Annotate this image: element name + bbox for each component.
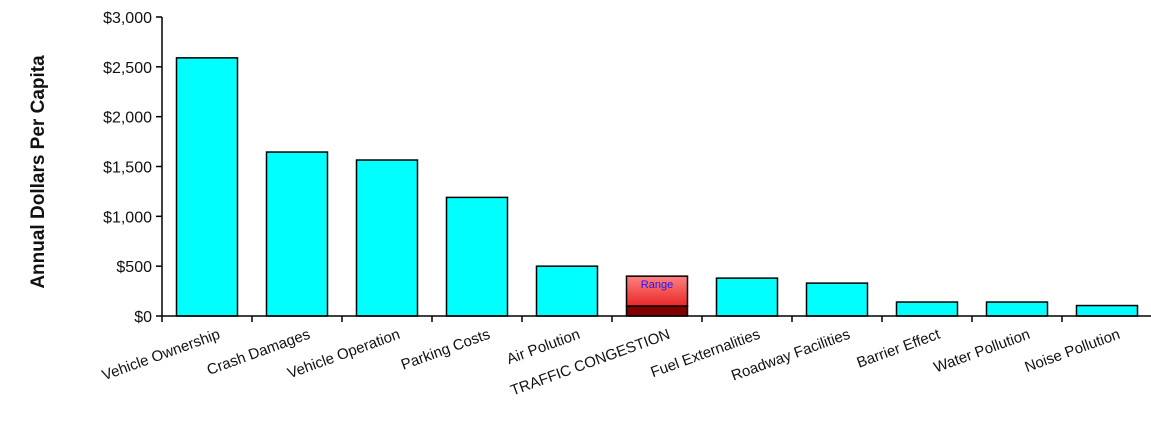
- bar-vehicle-operation: [355, 159, 419, 317]
- bar-air-polution: [535, 265, 599, 317]
- bar-water-pollution: [985, 301, 1049, 317]
- x-tick-label: Noise Pollution: [1023, 326, 1123, 376]
- y-tick-label: $3,000: [103, 10, 152, 27]
- x-tick-label: Parking Costs: [399, 326, 493, 374]
- x-tick-label: Vehicle Ownership: [100, 326, 223, 384]
- range-label: Range: [641, 279, 673, 291]
- x-tick-label: Barrier Effect: [855, 326, 944, 372]
- y-tick-label: $500: [116, 259, 152, 276]
- y-axis-ticks: $0 $500 $1,000 $1,500 $2,000 $2,500 $3,000: [103, 10, 162, 326]
- bar-roadway-facilities: [805, 282, 869, 317]
- bars-group: Range: [175, 57, 1139, 317]
- bar-traffic-congestion-base: [625, 305, 689, 317]
- y-tick-label: $1,500: [103, 160, 152, 177]
- bar-noise-pollution: [1075, 304, 1139, 317]
- bar-fuel-externalities: [715, 277, 779, 317]
- bar-crash-damages: [265, 151, 329, 317]
- y-tick-label: $1,000: [103, 209, 152, 226]
- bar-parking-costs: [445, 196, 509, 317]
- bar-vehicle-ownership: [175, 57, 239, 317]
- bar-barrier-effect: [895, 301, 959, 317]
- x-tick-label: TRAFFIC CONGESTION: [508, 326, 672, 400]
- y-tick-label: $0: [134, 309, 152, 326]
- x-tick-label: Water Pollution: [931, 326, 1032, 377]
- axes: [161, 17, 1151, 322]
- bar-traffic-congestion-range: [625, 275, 689, 307]
- y-axis-title: Annual Dollars Per Capita: [28, 55, 49, 289]
- y-tick-label: $2,000: [103, 110, 152, 127]
- y-tick-label: $2,500: [103, 60, 152, 77]
